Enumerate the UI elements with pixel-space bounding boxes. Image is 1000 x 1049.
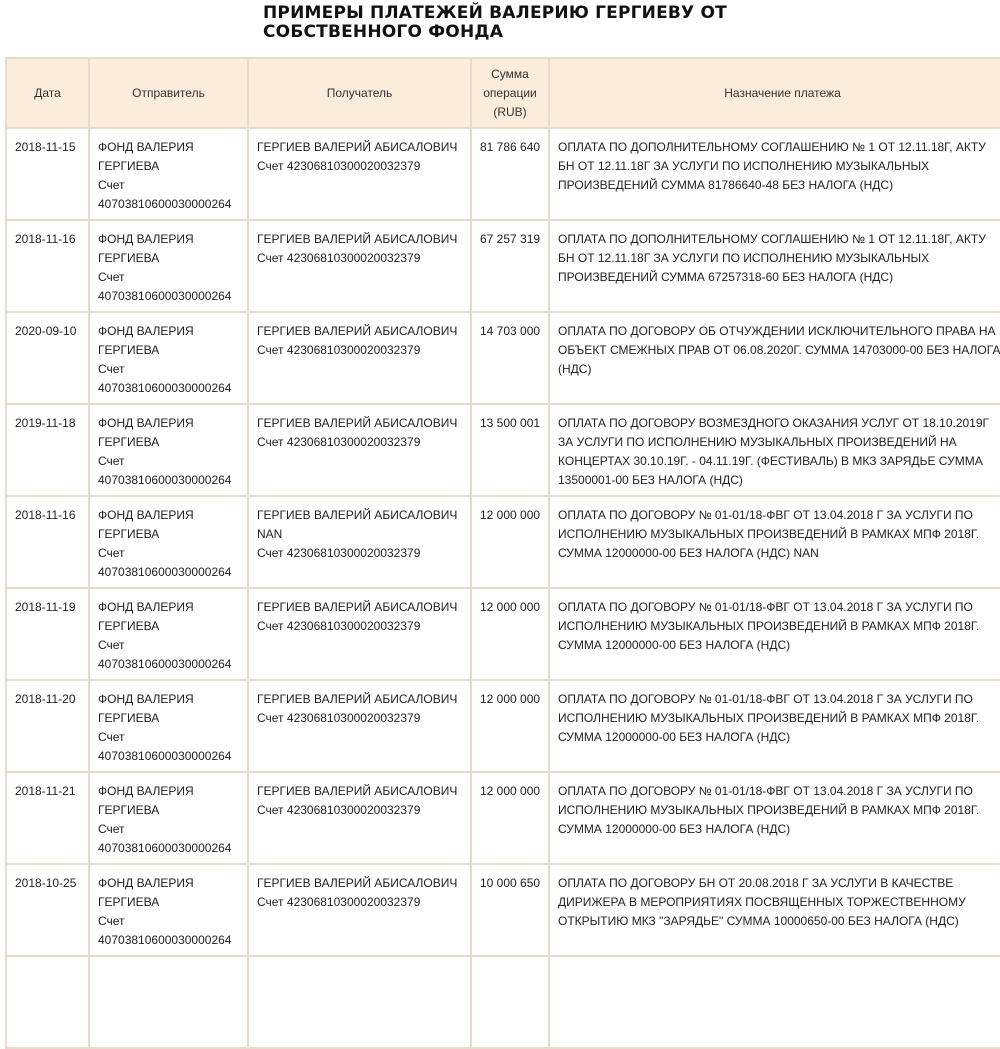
recipient-name: ГЕРГИЕВ ВАЛЕРИЙ АБИСАЛОВИЧ (257, 324, 458, 338)
date-cell: 2018-11-16 (5, 219, 90, 313)
recipient-cell: ГЕРГИЕВ ВАЛЕРИЙ АБИСАЛОВИЧ Счет 423068103… (247, 311, 472, 405)
date-cell: 2020-09-10 (5, 311, 90, 405)
purpose-cell: ОПЛАТА ПО ДОГОВОРУ № 01-01/18-ФВГ ОТ 13.… (548, 495, 1000, 589)
purpose-cell: ОПЛАТА ПО ДОГОВОРУ ОБ ОТЧУЖДЕНИИ ИСКЛЮЧИ… (548, 311, 1000, 405)
date-cell: 2018-10-25 (5, 863, 90, 957)
date-cell: 2018-11-15 (5, 127, 90, 221)
sender-cell: ФОНД ВАЛЕРИЯ ГЕРГИЕВА Счет 40703810600030… (88, 311, 249, 405)
purpose-cell: ОПЛАТА ПО ДОГОВОРУ БН ОТ 20.08.2018 Г ЗА… (548, 863, 1000, 957)
recipient-name: ГЕРГИЕВ ВАЛЕРИЙ АБИСАЛОВИЧ (257, 416, 458, 430)
purpose-cell: ОПЛАТА ПО ДОГОВОРУ № 01-01/18-ФВГ ОТ 13.… (548, 679, 1000, 773)
column-header-amount: Сумма операции (RUB) (470, 57, 550, 129)
recipient-name: ГЕРГИЕВ ВАЛЕРИЙ АБИСАЛОВИЧ (257, 692, 458, 706)
sender-account: Счет 40703810600030000264 (98, 178, 232, 211)
page-title: ПРИМЕРЫ ПЛАТЕЖЕЙ ВАЛЕРИЮ ГЕРГИЕВУ ОТ СОБ… (263, 3, 727, 42)
sender-cell: ФОНД ВАЛЕРИЯ ГЕРГИЕВА Счет 40703810600030… (88, 863, 249, 957)
sender-name: ФОНД ВАЛЕРИЯ ГЕРГИЕВА (98, 600, 194, 633)
table-row: 2019-11-18 ФОНД ВАЛЕРИЯ ГЕРГИЕВА Счет 4070… (5, 403, 1000, 497)
table-row: 2018-11-20 ФОНД ВАЛЕРИЯ ГЕРГИЕВА Счет 4070… (5, 679, 1000, 773)
recipient-name: ГЕРГИЕВ ВАЛЕРИЙ АБИСАЛОВИЧ (257, 232, 458, 246)
recipient-cell: ГЕРГИЕВ ВАЛЕРИЙ АБИСАЛОВИЧ Счет 423068103… (247, 587, 472, 681)
table-row: 2018-11-21 ФОНД ВАЛЕРИЯ ГЕРГИЕВА Счет 4070… (5, 771, 1000, 865)
amount-cell: 12 000 000 (470, 495, 550, 589)
recipient-name: ГЕРГИЕВ ВАЛЕРИЙ АБИСАЛОВИЧ (257, 600, 458, 614)
recipient-account: Счет 42306810300020032379 (257, 895, 421, 909)
sender-cell: ФОНД ВАЛЕРИЯ ГЕРГИЕВА Счет 40703810600030… (88, 403, 249, 497)
recipient-name: ГЕРГИЕВ ВАЛЕРИЙ АБИСАЛОВИЧ (257, 784, 458, 798)
sender-name: ФОНД ВАЛЕРИЯ ГЕРГИЕВА (98, 508, 194, 541)
sender-cell: ФОНД ВАЛЕРИЯ ГЕРГИЕВА Счет 40703810600030… (88, 219, 249, 313)
recipient-account: Счет 42306810300020032379 (257, 546, 421, 560)
table-row: 2020-09-10 ФОНД ВАЛЕРИЯ ГЕРГИЕВА Счет 4070… (5, 311, 1000, 405)
sender-cell: ФОНД ВАЛЕРИЯ ГЕРГИЕВА Счет 40703810600030… (88, 587, 249, 681)
table-row: 2018-11-19 ФОНД ВАЛЕРИЯ ГЕРГИЕВА Счет 4070… (5, 587, 1000, 681)
sender-account: Счет 40703810600030000264 (98, 914, 232, 947)
purpose-cell: ОПЛАТА ПО ДОГОВОРУ ВОЗМЕЗДНОГО ОКАЗАНИЯ … (548, 403, 1000, 497)
table-row: 2018-11-15 ФОНД ВАЛЕРИЯ ГЕРГИЕВА Счет 4070… (5, 127, 1000, 221)
purpose-cell: ОПЛАТА ПО ДОГОВОРУ № 01-01/18-ФВГ ОТ 13.… (548, 587, 1000, 681)
recipient-cell: ГЕРГИЕВ ВАЛЕРИЙ АБИСАЛОВИЧ Счет 423068103… (247, 679, 472, 773)
sender-cell: ФОНД ВАЛЕРИЯ ГЕРГИЕВА Счет 40703810600030… (88, 495, 249, 589)
amount-cell: 12 000 000 (470, 587, 550, 681)
sender-account: Счет 40703810600030000264 (98, 638, 232, 671)
recipient-account: Счет 42306810300020032379 (257, 711, 421, 725)
recipient-account: Счет 42306810300020032379 (257, 803, 421, 817)
amount-cell: 81 786 640 (470, 127, 550, 221)
purpose-cell: ОПЛАТА ПО ДОПОЛНИТЕЛЬНОМУ СОГЛАШЕНИЮ № 1… (548, 219, 1000, 313)
sender-cell: ФОНД ВАЛЕРИЯ ГЕРГИЕВА Счет 40703810600030… (88, 679, 249, 773)
purpose-cell: ОПЛАТА ПО ДОПОЛНИТЕЛЬНОМУ СОГЛАШЕНИЮ № 1… (548, 127, 1000, 221)
column-header-date: Дата (5, 57, 90, 129)
sender-account: Счет 40703810600030000264 (98, 362, 232, 395)
sender-cell: ФОНД ВАЛЕРИЯ ГЕРГИЕВА Счет 40703810600030… (88, 127, 249, 221)
column-header-recipient: Получатель (247, 57, 472, 129)
sender-name: ФОНД ВАЛЕРИЯ ГЕРГИЕВА (98, 784, 194, 817)
recipient-cell: ГЕРГИЕВ ВАЛЕРИЙ АБИСАЛОВИЧ Счет 423068103… (247, 863, 472, 957)
recipient-name: ГЕРГИЕВ ВАЛЕРИЙ АБИСАЛОВИЧ (257, 140, 458, 154)
date-cell: 2018-11-19 (5, 587, 90, 681)
amount-cell: 14 703 000 (470, 311, 550, 405)
date-cell: 2018-11-16 (5, 495, 90, 589)
recipient-account: Счет 42306810300020032379 (257, 435, 421, 449)
purpose-cell: ОПЛАТА ПО ДОГОВОРУ № 01-01/18-ФВГ ОТ 13.… (548, 771, 1000, 865)
sender-name: ФОНД ВАЛЕРИЯ ГЕРГИЕВА (98, 416, 194, 449)
recipient-cell: ГЕРГИЕВ ВАЛЕРИЙ АБИСАЛОВИЧ Счет 423068103… (247, 403, 472, 497)
header-row: Дата Отправитель Получатель Сумма операц… (5, 57, 1000, 129)
table-row: 2018-10-25 ФОНД ВАЛЕРИЯ ГЕРГИЕВА Счет 4070… (5, 863, 1000, 957)
table-row: 2018-11-16 ФОНД ВАЛЕРИЯ ГЕРГИЕВА Счет 4070… (5, 495, 1000, 589)
table-row: 2018-11-16 ФОНД ВАЛЕРИЯ ГЕРГИЕВА Счет 4070… (5, 219, 1000, 313)
table-row (5, 955, 1000, 1049)
date-cell: 2019-11-18 (5, 403, 90, 497)
recipient-account: Счет 42306810300020032379 (257, 159, 421, 173)
date-cell: 2018-11-21 (5, 771, 90, 865)
amount-cell: 67 257 319 (470, 219, 550, 313)
column-header-sender: Отправитель (88, 57, 249, 129)
sender-name: ФОНД ВАЛЕРИЯ ГЕРГИЕВА (98, 876, 194, 909)
recipient-cell: ГЕРГИЕВ ВАЛЕРИЙ АБИСАЛОВИЧ Счет 423068103… (247, 219, 472, 313)
sender-name: ФОНД ВАЛЕРИЯ ГЕРГИЕВА (98, 140, 194, 173)
sender-name: ФОНД ВАЛЕРИЯ ГЕРГИЕВА (98, 232, 194, 265)
recipient-account: Счет 42306810300020032379 (257, 619, 421, 633)
sender-cell: ФОНД ВАЛЕРИЯ ГЕРГИЕВА Счет 40703810600030… (88, 771, 249, 865)
recipient-account: Счет 42306810300020032379 (257, 343, 421, 357)
sender-account: Счет 40703810600030000264 (98, 546, 232, 579)
recipient-account: Счет 42306810300020032379 (257, 251, 421, 265)
recipient-cell: ГЕРГИЕВ ВАЛЕРИЙ АБИСАЛОВИЧ NAN Счет 42306… (247, 495, 472, 589)
amount-cell: 12 000 000 (470, 771, 550, 865)
sender-account: Счет 40703810600030000264 (98, 730, 232, 763)
date-cell: 2018-11-20 (5, 679, 90, 773)
amount-cell: 13 500 001 (470, 403, 550, 497)
payments-table: Дата Отправитель Получатель Сумма операц… (5, 57, 1000, 1049)
recipient-cell: ГЕРГИЕВ ВАЛЕРИЙ АБИСАЛОВИЧ Счет 423068103… (247, 771, 472, 865)
amount-cell: 12 000 000 (470, 679, 550, 773)
amount-cell: 10 000 650 (470, 863, 550, 957)
sender-account: Счет 40703810600030000264 (98, 822, 232, 855)
sender-account: Счет 40703810600030000264 (98, 270, 232, 303)
sender-name: ФОНД ВАЛЕРИЯ ГЕРГИЕВА (98, 692, 194, 725)
sender-account: Счет 40703810600030000264 (98, 454, 232, 487)
sender-name: ФОНД ВАЛЕРИЯ ГЕРГИЕВА (98, 324, 194, 357)
column-header-purpose: Назначение платежа (548, 57, 1000, 129)
recipient-cell: ГЕРГИЕВ ВАЛЕРИЙ АБИСАЛОВИЧ Счет 423068103… (247, 127, 472, 221)
recipient-name: ГЕРГИЕВ ВАЛЕРИЙ АБИСАЛОВИЧ NAN (257, 508, 458, 541)
recipient-name: ГЕРГИЕВ ВАЛЕРИЙ АБИСАЛОВИЧ (257, 876, 458, 890)
